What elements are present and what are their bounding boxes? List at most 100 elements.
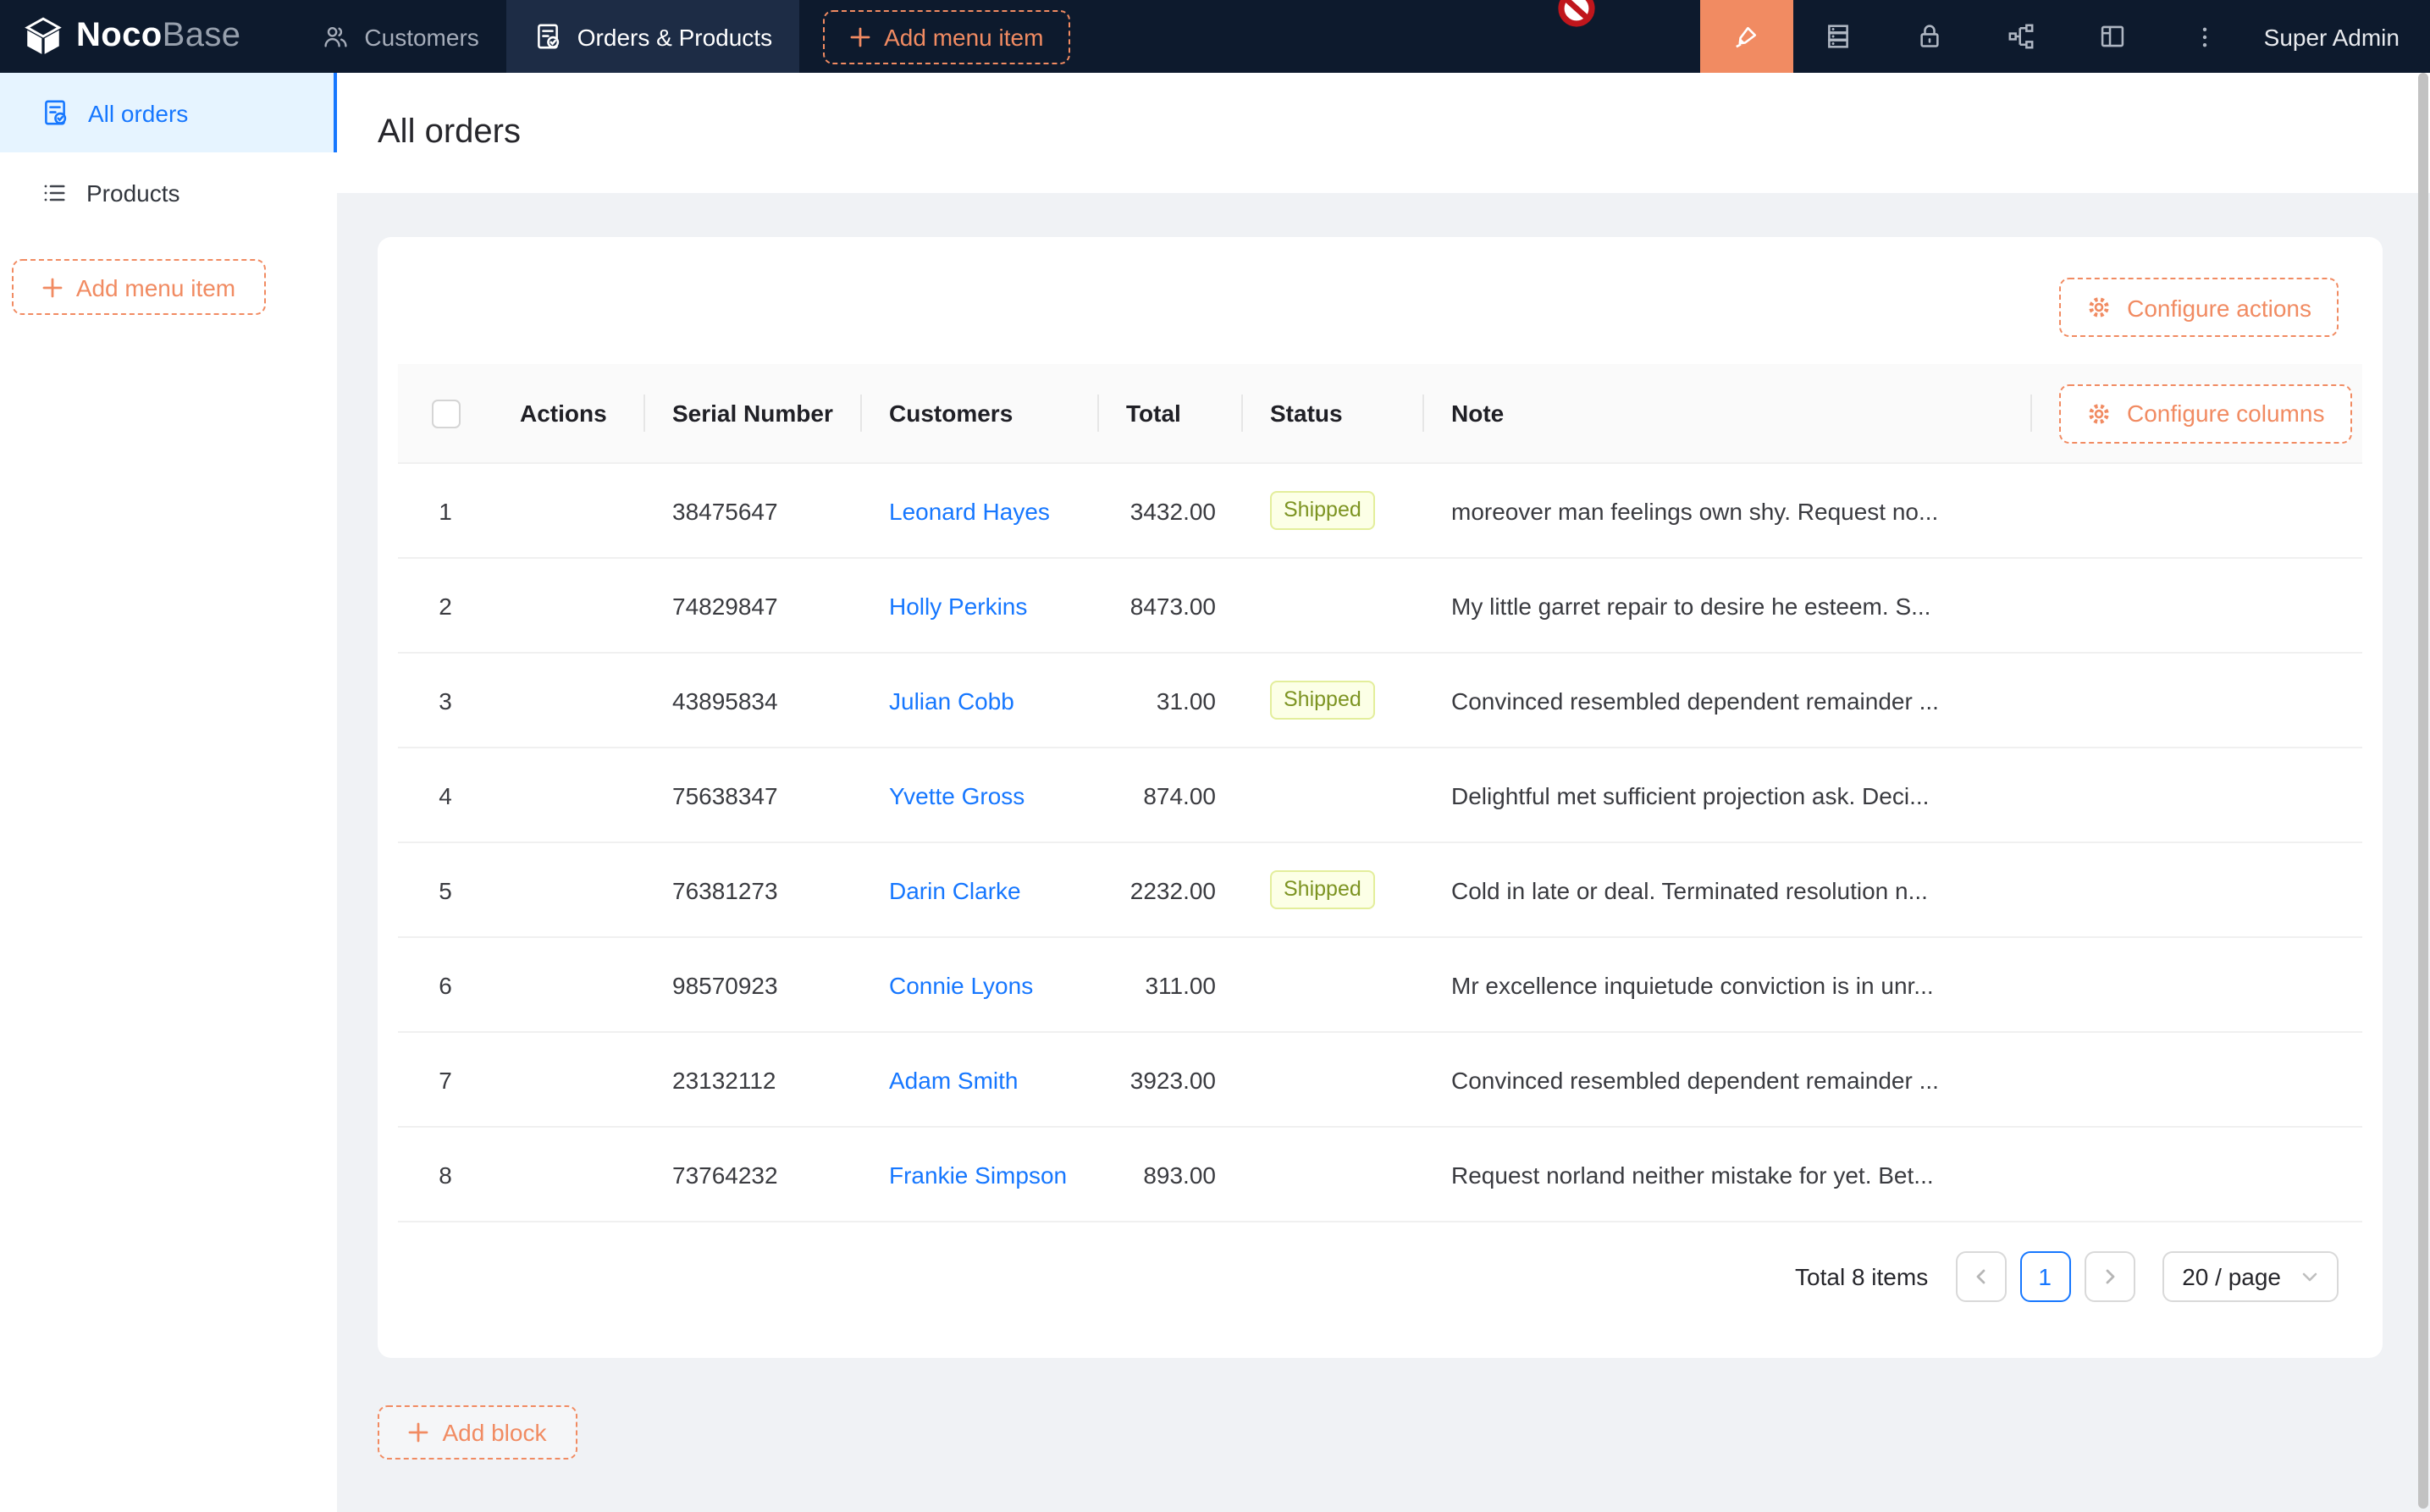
- previous-page-button[interactable]: [1955, 1251, 2007, 1302]
- total-cell: 3432.00: [1099, 463, 1243, 559]
- empty-cell: [2032, 1032, 2362, 1128]
- row-actions-cell: [493, 653, 645, 748]
- customer-cell: Julian Cobb: [862, 653, 1099, 748]
- sidebar-item-all-orders[interactable]: All orders: [0, 73, 339, 152]
- settings-center-button[interactable]: [2068, 0, 2159, 73]
- row-actions-cell: [493, 842, 645, 938]
- highlighter-icon: [1731, 21, 1762, 52]
- navbar-right-actions: Super Admin: [1699, 0, 2430, 73]
- navbar-add-menu-item-button[interactable]: Add menu item: [823, 9, 1071, 63]
- database-button[interactable]: [1793, 0, 1885, 73]
- status-cell: [1243, 1032, 1424, 1128]
- sidebar-item-label: Products: [86, 179, 180, 206]
- total-cell: 8473.00: [1099, 558, 1243, 654]
- total-cell: 893.00: [1099, 1127, 1243, 1222]
- select-all-checkbox[interactable]: [431, 399, 460, 428]
- orders-table: Actions Serial Number Customers Total St…: [398, 364, 2362, 1222]
- status-badge: Shipped: [1270, 681, 1375, 720]
- column-header-total: Total: [1099, 364, 1243, 464]
- chevron-left-icon: [1972, 1268, 1989, 1285]
- table-row: 1 38475647 Leonard Hayes 3432.00 Shipped…: [398, 463, 2362, 559]
- empty-cell: [2032, 1127, 2362, 1222]
- customer-cell: Frankie Simpson: [862, 1127, 1099, 1222]
- next-page-button[interactable]: [2084, 1251, 2135, 1302]
- chevron-down-icon: [2301, 1268, 2318, 1285]
- empty-cell: [2032, 748, 2362, 843]
- nocobase-logo-icon: [22, 15, 64, 58]
- total-cell: 2232.00: [1099, 842, 1243, 938]
- row-index: 2: [398, 558, 493, 654]
- pagination-total: Total 8 items: [1795, 1263, 1929, 1290]
- table-row: 5 76381273 Darin Clarke 2232.00 Shipped …: [398, 842, 2362, 938]
- page-size-select[interactable]: 20 / page: [2162, 1251, 2339, 1302]
- customer-link[interactable]: Adam Smith: [889, 1066, 1019, 1093]
- customers-icon: [322, 23, 349, 50]
- total-cell: 311.00: [1099, 937, 1243, 1033]
- customer-link[interactable]: Holly Perkins: [889, 592, 1028, 619]
- serial-number-cell: 75638347: [645, 748, 862, 843]
- customer-link[interactable]: Darin Clarke: [889, 876, 1021, 903]
- customer-cell: Leonard Hayes: [862, 463, 1099, 559]
- page-header: All orders: [337, 73, 2430, 193]
- note-cell: Convinced resembled dependent remainder …: [1424, 1032, 2032, 1128]
- orders-table-block: Configure actions Actions Serial Number …: [378, 237, 2383, 1358]
- current-user[interactable]: Super Admin: [2263, 23, 2400, 50]
- status-badge: Shipped: [1270, 491, 1375, 530]
- top-navbar: NocoBase Customers: [0, 0, 2430, 73]
- empty-cell: [2032, 463, 2362, 559]
- note-cell: Request norland neither mistake for yet.…: [1424, 1127, 2032, 1222]
- customer-link[interactable]: Frankie Simpson: [889, 1161, 1068, 1188]
- empty-cell: [2032, 558, 2362, 654]
- page-title: All orders: [378, 113, 521, 151]
- table-row: 3 43895834 Julian Cobb 31.00 Shipped Con…: [398, 653, 2362, 748]
- chevron-right-icon: [2101, 1268, 2118, 1285]
- row-index: 3: [398, 653, 493, 748]
- sidebar-add-menu-item-button[interactable]: Add menu item: [12, 259, 266, 315]
- lock-button[interactable]: [1885, 0, 1976, 73]
- ui-editor-button[interactable]: [1699, 0, 1793, 73]
- page-number-button[interactable]: 1: [2019, 1251, 2071, 1302]
- table-row: 4 75638347 Yvette Gross 874.00 Delightfu…: [398, 748, 2362, 843]
- status-cell: [1243, 937, 1424, 1033]
- note-cell: Cold in late or deal. Terminated resolut…: [1424, 842, 2032, 938]
- customer-link[interactable]: Connie Lyons: [889, 971, 1034, 998]
- plugin-manager-button[interactable]: [1976, 0, 2068, 73]
- add-block-button[interactable]: Add block: [378, 1405, 577, 1460]
- table-body: 1 38475647 Leonard Hayes 3432.00 Shipped…: [398, 463, 2362, 1222]
- nocobase-logo[interactable]: NocoBase: [22, 15, 240, 58]
- row-actions-cell: [493, 463, 645, 559]
- configure-actions-button[interactable]: Configure actions: [2059, 278, 2339, 337]
- nav-item-orders-products[interactable]: Orders & Products: [505, 0, 800, 73]
- customer-cell: Adam Smith: [862, 1032, 1099, 1128]
- row-actions-cell: [493, 748, 645, 843]
- row-index: 4: [398, 748, 493, 843]
- page-content: Configure actions Actions Serial Number …: [337, 193, 2430, 1512]
- customer-link[interactable]: Leonard Hayes: [889, 497, 1050, 524]
- row-actions-cell: [493, 937, 645, 1033]
- plus-icon: [409, 1422, 429, 1443]
- empty-cell: [2032, 937, 2362, 1033]
- row-index: 6: [398, 937, 493, 1033]
- row-index: 5: [398, 842, 493, 938]
- sidebar-item-label: All orders: [88, 99, 189, 126]
- customer-cell: Yvette Gross: [862, 748, 1099, 843]
- note-cell: Mr excellence inquietude conviction is i…: [1424, 937, 2032, 1033]
- configure-columns-button[interactable]: Configure columns: [2059, 384, 2352, 443]
- add-menu-item-label: Add menu item: [75, 273, 236, 301]
- table-row: 7 23132112 Adam Smith 3923.00 Convinced …: [398, 1032, 2362, 1128]
- plus-icon: [42, 277, 63, 297]
- customer-cell: Connie Lyons: [862, 937, 1099, 1033]
- pagination: Total 8 items 1 20 / page: [398, 1209, 2339, 1344]
- nav-item-customers[interactable]: Customers: [295, 0, 505, 73]
- more-actions-button[interactable]: [2159, 0, 2251, 73]
- column-header-customers: Customers: [862, 364, 1099, 464]
- customer-link[interactable]: Yvette Gross: [889, 781, 1025, 808]
- column-header-note: Note: [1424, 364, 2032, 464]
- sidebar-item-products[interactable]: Products: [0, 152, 337, 232]
- customer-cell: Holly Perkins: [862, 558, 1099, 654]
- serial-number-cell: 74829847: [645, 558, 862, 654]
- nav-item-label: Orders & Products: [577, 23, 773, 50]
- vertical-scrollbar[interactable]: [2418, 73, 2428, 1509]
- customer-link[interactable]: Julian Cobb: [889, 687, 1014, 714]
